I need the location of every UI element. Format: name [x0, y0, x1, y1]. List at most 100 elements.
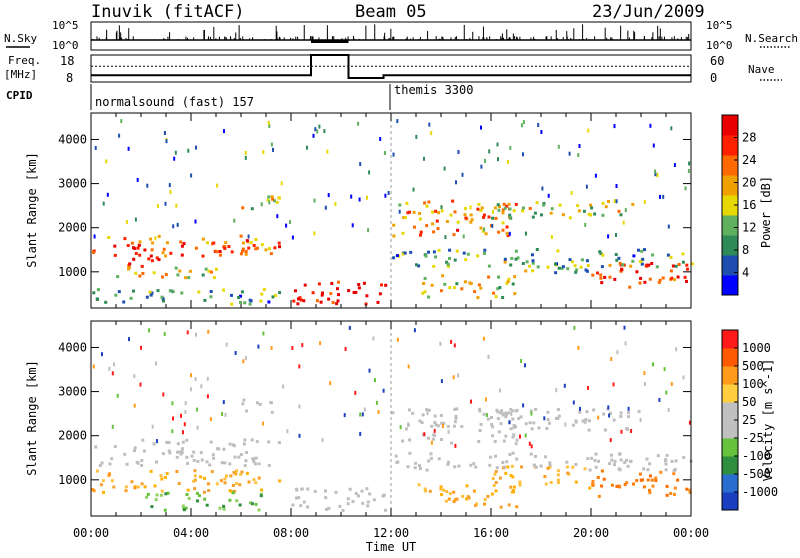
- scatter-cell: [357, 286, 361, 290]
- scatter-cell: [193, 478, 197, 482]
- scatter-cell: [114, 293, 118, 297]
- scatter-cell: [145, 295, 149, 299]
- x-tick-label: 12:00: [373, 526, 409, 540]
- scatter-cell: [427, 295, 431, 299]
- scatter-cell: [659, 194, 661, 199]
- scatter-cell: [327, 193, 330, 198]
- scatter-cell: [435, 219, 439, 223]
- scatter-cell: [306, 505, 310, 509]
- scatter-cell: [234, 472, 238, 476]
- scatter-cell: [240, 290, 244, 294]
- scatter-cell: [450, 441, 453, 445]
- scatter-cell: [244, 252, 248, 256]
- scatter-cell: [161, 452, 165, 456]
- power-axes: 1000 2000 3000 4000: [58, 113, 692, 308]
- scatter-cell: [350, 194, 353, 199]
- scatter-cell: [430, 283, 434, 287]
- scatter-cell: [524, 433, 527, 438]
- scatter-cell: [96, 469, 99, 473]
- scatter-cell: [510, 464, 514, 468]
- scatter-cell: [186, 330, 189, 335]
- scatter-cell: [607, 405, 610, 410]
- scatter-cell: [117, 290, 121, 294]
- scatter-cell: [187, 496, 191, 500]
- scatter-cell: [546, 466, 550, 470]
- scatter-cell: [575, 268, 579, 272]
- scatter-cell: [631, 202, 635, 206]
- scatter-cell: [254, 456, 258, 460]
- colorbar-segment: [722, 420, 738, 439]
- scatter-cell: [190, 454, 194, 458]
- scatter-cell: [298, 433, 301, 438]
- scatter-cell: [331, 301, 335, 304]
- scatter-cell: [520, 465, 523, 469]
- scatter-cell: [430, 440, 433, 445]
- scatter-cell: [181, 447, 184, 451]
- scatter-cell: [446, 424, 450, 428]
- scatter-cell: [102, 491, 105, 494]
- scatter-cell: [155, 361, 157, 366]
- scatter-cell: [329, 292, 333, 296]
- scatter-cell: [407, 408, 411, 412]
- scatter-cell: [685, 279, 688, 283]
- scatter-cell: [439, 289, 443, 293]
- scatter-cell: [528, 207, 532, 210]
- scatter-cell: [105, 159, 108, 164]
- scatter-cell: [447, 497, 451, 501]
- colorbar-segment: [722, 155, 738, 176]
- scatter-cell: [175, 455, 179, 459]
- scatter-cell: [470, 399, 472, 404]
- scatter-cell: [136, 485, 140, 489]
- scatter-cell: [625, 458, 629, 462]
- colorbar-tick-label: 20: [742, 176, 756, 190]
- scatter-cell: [184, 410, 187, 415]
- scatter-cell: [235, 469, 238, 473]
- scatter-cell: [514, 249, 518, 253]
- scatter-cell: [578, 144, 581, 148]
- scatter-cell: [157, 234, 161, 238]
- scatter-cell: [145, 495, 149, 499]
- scatter-cell: [387, 191, 390, 195]
- scatter-cell: [368, 368, 371, 373]
- scatter-cell: [430, 131, 433, 136]
- scatter-cell: [194, 377, 197, 381]
- scatter-cell: [223, 245, 227, 248]
- scatter-cell: [687, 169, 690, 173]
- scatter-cell: [445, 490, 449, 493]
- scatter-cell: [491, 425, 495, 429]
- scatter-cell: [615, 184, 618, 188]
- scatter-cell: [413, 225, 416, 229]
- scatter-cell: [380, 283, 383, 287]
- power-ylabel: Slant Range [km]: [25, 152, 39, 268]
- scatter-cell: [640, 262, 644, 266]
- scatter-cell: [585, 184, 588, 189]
- scatter-cell: [267, 300, 271, 304]
- scatter-cell: [537, 426, 541, 430]
- scatter-cell: [518, 483, 522, 487]
- scatter-cell: [610, 453, 613, 457]
- scatter-cell: [587, 128, 590, 133]
- scatter-cell: [278, 291, 282, 295]
- scatter-cell: [154, 236, 157, 241]
- scatter-cell: [511, 451, 515, 455]
- scatter-cell: [433, 428, 436, 433]
- scatter-cell: [507, 503, 511, 507]
- scatter-cell: [406, 465, 410, 469]
- scatter-cell: [683, 275, 687, 279]
- scatter-cell: [492, 291, 496, 295]
- scatter-cell: [505, 460, 509, 464]
- x-tick-label: 16:00: [473, 526, 509, 540]
- x-tick-label: 08:00: [273, 526, 309, 540]
- scatter-cell: [222, 400, 225, 405]
- scatter-cell: [112, 485, 116, 489]
- scatter-cell: [187, 148, 190, 153]
- scatter-cell: [494, 454, 497, 458]
- scatter-cell: [638, 472, 642, 476]
- scatter-cell: [206, 241, 209, 245]
- scatter-cell: [167, 449, 171, 453]
- scatter-cell: [232, 471, 236, 474]
- scatter-cell: [384, 283, 388, 287]
- scatter-cell: [178, 450, 182, 454]
- scatter-cell: [512, 209, 516, 213]
- station-title: Inuvik (fitACF): [91, 2, 245, 22]
